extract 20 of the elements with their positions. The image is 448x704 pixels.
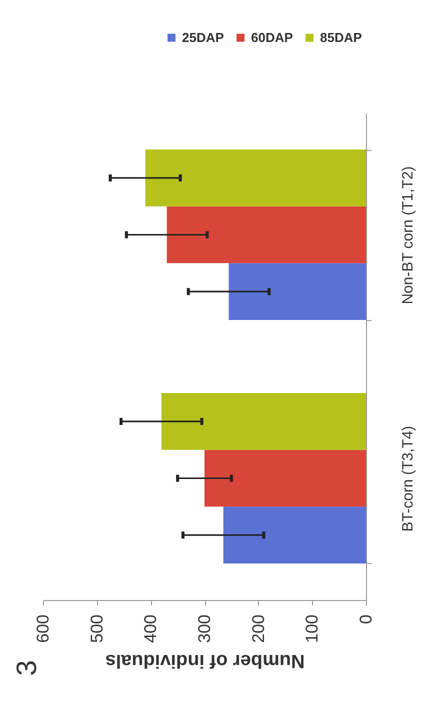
x-tick-label: 300 <box>195 614 214 643</box>
x-tick-label: 0 <box>356 614 376 624</box>
legend-label: 60DAP <box>251 30 294 45</box>
y-tick-label: Non-BT corn (T1,T2) <box>400 166 416 304</box>
bar <box>228 263 366 320</box>
bar <box>204 450 366 507</box>
text: 3 <box>11 660 42 676</box>
bar <box>166 206 366 264</box>
x-tick-label: 200 <box>248 614 268 643</box>
x-tick-label: 500 <box>87 614 106 643</box>
bar <box>223 506 366 564</box>
bar <box>161 393 366 450</box>
x-tick-label: 600 <box>34 614 52 643</box>
legend-label: 25DAP <box>182 30 224 45</box>
y-tick-label: BT-corn (T3,T4) <box>400 426 416 532</box>
x-tick-label: 100 <box>302 614 322 643</box>
x-tick-label: 400 <box>141 614 160 643</box>
bar <box>145 150 366 206</box>
x-axis-title: Number of individuals <box>105 650 305 671</box>
legend-label: 85DAP <box>320 30 362 45</box>
